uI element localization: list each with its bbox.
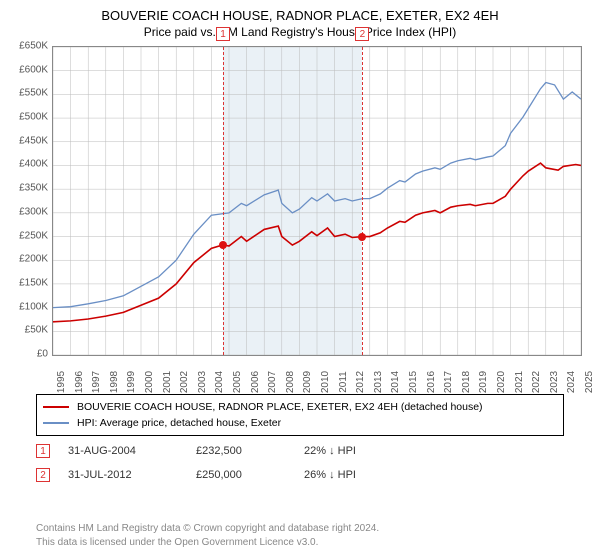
x-tick-label: 2020 [496,371,507,393]
title-line-2: Price paid vs. HM Land Registry's House … [0,25,600,39]
legend-label: HPI: Average price, detached house, Exet… [77,415,281,431]
legend: BOUVERIE COACH HOUSE, RADNOR PLACE, EXET… [36,394,564,436]
legend-row-0: BOUVERIE COACH HOUSE, RADNOR PLACE, EXET… [43,399,557,415]
x-tick-label: 2005 [232,371,243,393]
x-tick-label: 2013 [373,371,384,393]
x-tick-label: 2000 [144,371,155,393]
event-price: £232,500 [196,445,296,457]
x-tick-label: 2007 [267,371,278,393]
x-tick-label: 1997 [91,371,102,393]
event-date: 31-AUG-2004 [68,445,188,457]
x-tick-label: 2015 [408,371,419,393]
y-tick-label: £200K [19,254,48,265]
y-tick-label: £600K [19,64,48,75]
x-tick-label: 2016 [426,371,437,393]
x-tick-label: 2024 [566,371,577,393]
title-block: BOUVERIE COACH HOUSE, RADNOR PLACE, EXET… [0,0,600,39]
y-tick-label: £50K [25,325,48,336]
event-price: £250,000 [196,469,296,481]
y-tick-label: £100K [19,301,48,312]
x-tick-label: 2001 [162,371,173,393]
x-tick-label: 2017 [443,371,454,393]
event-diff: 26% ↓ HPI [304,469,404,481]
footer-attribution: Contains HM Land Registry data © Crown c… [36,522,564,549]
plot-area: 12 [52,46,582,356]
callout-dot-2 [358,233,366,241]
x-tick-label: 1995 [56,371,67,393]
x-tick-label: 2022 [531,371,542,393]
x-tick-label: 2010 [320,371,331,393]
callout-box-2: 2 [355,27,369,41]
footer-line-1: Contains HM Land Registry data © Crown c… [36,522,564,536]
event-row-2: 2 31-JUL-2012 £250,000 26% ↓ HPI [36,468,564,482]
x-tick-label: 2008 [285,371,296,393]
chart-container: BOUVERIE COACH HOUSE, RADNOR PLACE, EXET… [0,0,600,560]
callout-box-1: 1 [216,27,230,41]
x-tick-label: 2021 [514,371,525,393]
y-tick-label: £0 [37,349,48,360]
legend-swatch [43,406,69,408]
x-tick-label: 2023 [549,371,560,393]
x-tick-label: 2006 [250,371,261,393]
x-tick-label: 2014 [390,371,401,393]
x-tick-label: 2018 [461,371,472,393]
x-tick-label: 1999 [126,371,137,393]
x-tick-label: 2009 [302,371,313,393]
callout-vline-1 [223,47,224,355]
y-tick-label: £450K [19,135,48,146]
event-date: 31-JUL-2012 [68,469,188,481]
x-tick-label: 1996 [74,371,85,393]
y-tick-label: £500K [19,112,48,123]
x-tick-label: 2004 [214,371,225,393]
x-tick-label: 2011 [338,371,349,393]
legend-swatch [43,422,69,424]
event-id-box: 1 [36,444,50,458]
chart-svg [53,47,581,355]
x-tick-label: 2003 [197,371,208,393]
y-tick-label: £250K [19,230,48,241]
footer-line-2: This data is licensed under the Open Gov… [36,536,564,550]
y-tick-label: £150K [19,277,48,288]
event-id-box: 2 [36,468,50,482]
callout-dot-1 [219,241,227,249]
x-tick-label: 2019 [478,371,489,393]
y-tick-label: £650K [19,41,48,52]
x-tick-label: 2012 [355,371,366,393]
callout-vline-2 [362,47,363,355]
y-tick-label: £550K [19,88,48,99]
y-tick-label: £350K [19,183,48,194]
x-tick-label: 2002 [179,371,190,393]
legend-row-1: HPI: Average price, detached house, Exet… [43,415,557,431]
event-row-1: 1 31-AUG-2004 £232,500 22% ↓ HPI [36,444,564,458]
y-tick-label: £400K [19,159,48,170]
x-tick-label: 2025 [584,371,595,393]
title-line-1: BOUVERIE COACH HOUSE, RADNOR PLACE, EXET… [0,8,600,23]
legend-label: BOUVERIE COACH HOUSE, RADNOR PLACE, EXET… [77,399,483,415]
x-tick-label: 1998 [109,371,120,393]
y-tick-label: £300K [19,206,48,217]
event-diff: 22% ↓ HPI [304,445,404,457]
chart-area: 12 £0 £50K £100K £150K £200K £250K £300K £350K £… [0,46,600,382]
